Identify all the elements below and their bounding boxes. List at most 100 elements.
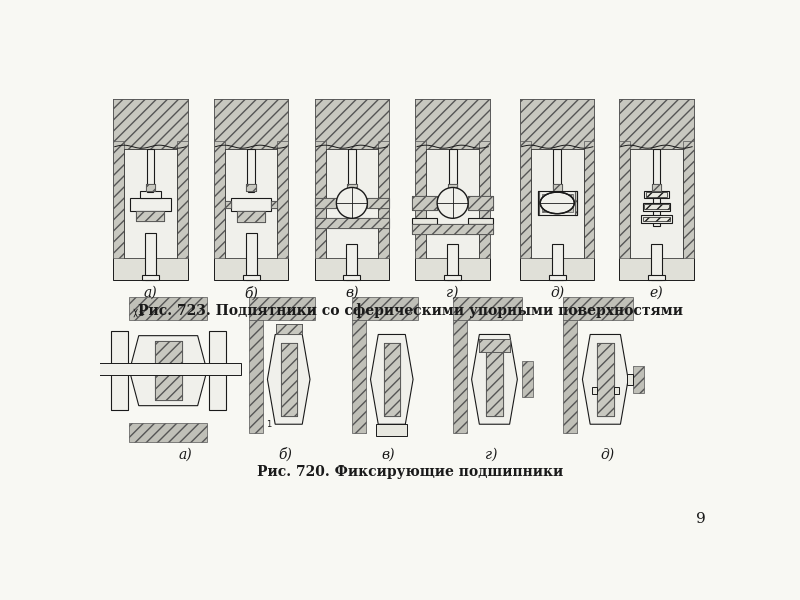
Bar <box>130 297 207 320</box>
Bar <box>124 149 177 259</box>
Text: е): е) <box>650 286 663 300</box>
Bar <box>314 99 389 280</box>
Bar <box>468 196 493 210</box>
Bar <box>314 141 326 259</box>
Bar <box>376 424 407 436</box>
Bar <box>246 184 256 191</box>
Bar <box>412 224 493 233</box>
Bar <box>326 149 378 259</box>
Bar <box>142 275 159 280</box>
Bar <box>554 149 561 188</box>
Bar <box>553 184 562 191</box>
Bar <box>314 197 336 208</box>
Bar <box>520 141 531 259</box>
Bar <box>367 197 389 208</box>
Bar <box>542 194 573 212</box>
Bar <box>450 188 456 192</box>
Bar <box>619 141 630 259</box>
Text: l: l <box>161 361 163 371</box>
Bar <box>111 331 128 410</box>
Bar <box>642 217 670 221</box>
Polygon shape <box>370 334 413 424</box>
Bar <box>113 99 187 149</box>
Bar <box>349 188 355 192</box>
Bar <box>426 149 479 259</box>
Bar <box>225 149 278 259</box>
Bar <box>653 187 660 226</box>
Bar <box>575 191 577 215</box>
Bar <box>549 275 566 280</box>
Bar <box>642 203 670 211</box>
Polygon shape <box>471 334 518 424</box>
Bar <box>448 184 458 191</box>
Bar <box>415 141 426 259</box>
Bar <box>479 141 490 259</box>
Bar <box>646 192 667 197</box>
Bar <box>412 196 437 210</box>
Bar <box>348 149 356 188</box>
Bar <box>538 191 577 215</box>
Bar <box>314 197 336 208</box>
Bar <box>614 387 618 394</box>
Bar <box>146 184 155 191</box>
Bar <box>479 340 510 352</box>
Bar <box>177 141 187 259</box>
Bar <box>415 99 490 149</box>
Bar <box>653 149 660 188</box>
Text: s: s <box>138 308 143 318</box>
Text: б): б) <box>278 448 292 462</box>
Bar <box>154 341 182 400</box>
Bar <box>468 218 493 224</box>
Bar <box>249 297 314 320</box>
Bar <box>248 188 254 192</box>
Text: 9: 9 <box>696 512 706 526</box>
Bar <box>271 200 278 208</box>
Bar <box>146 149 154 188</box>
Bar <box>449 149 457 188</box>
Bar <box>147 188 154 192</box>
Bar <box>563 297 634 320</box>
Bar <box>237 211 265 222</box>
Bar <box>644 191 669 198</box>
Bar <box>486 343 503 416</box>
Bar <box>644 205 669 209</box>
Bar <box>154 341 182 400</box>
Bar <box>531 149 584 259</box>
Bar <box>486 343 503 416</box>
Bar <box>278 141 288 259</box>
Bar <box>619 99 694 280</box>
Bar <box>453 297 522 320</box>
Bar <box>314 99 389 149</box>
Bar <box>237 211 265 222</box>
Bar <box>538 191 539 215</box>
Text: в): в) <box>345 286 358 300</box>
Bar <box>343 275 361 280</box>
Bar <box>384 343 400 416</box>
Bar <box>276 325 302 334</box>
Bar <box>137 211 164 221</box>
Bar <box>347 184 357 191</box>
Bar <box>314 218 389 227</box>
Bar <box>139 191 162 197</box>
Bar <box>654 188 659 192</box>
Text: б): б) <box>244 286 258 301</box>
Bar <box>634 366 644 393</box>
Bar <box>479 340 510 352</box>
Bar <box>444 275 461 280</box>
Bar <box>538 191 539 215</box>
Bar <box>314 218 389 227</box>
Bar <box>652 184 661 191</box>
Bar <box>641 215 672 223</box>
Bar <box>145 233 156 280</box>
Bar <box>281 343 297 416</box>
Bar <box>552 244 562 280</box>
Bar <box>113 99 187 280</box>
Polygon shape <box>267 334 310 424</box>
Bar <box>225 200 231 208</box>
Text: д): д) <box>601 448 614 462</box>
Bar <box>225 200 231 208</box>
Bar <box>346 244 358 280</box>
Bar <box>412 224 493 233</box>
Bar <box>554 188 560 192</box>
Bar <box>242 275 260 280</box>
